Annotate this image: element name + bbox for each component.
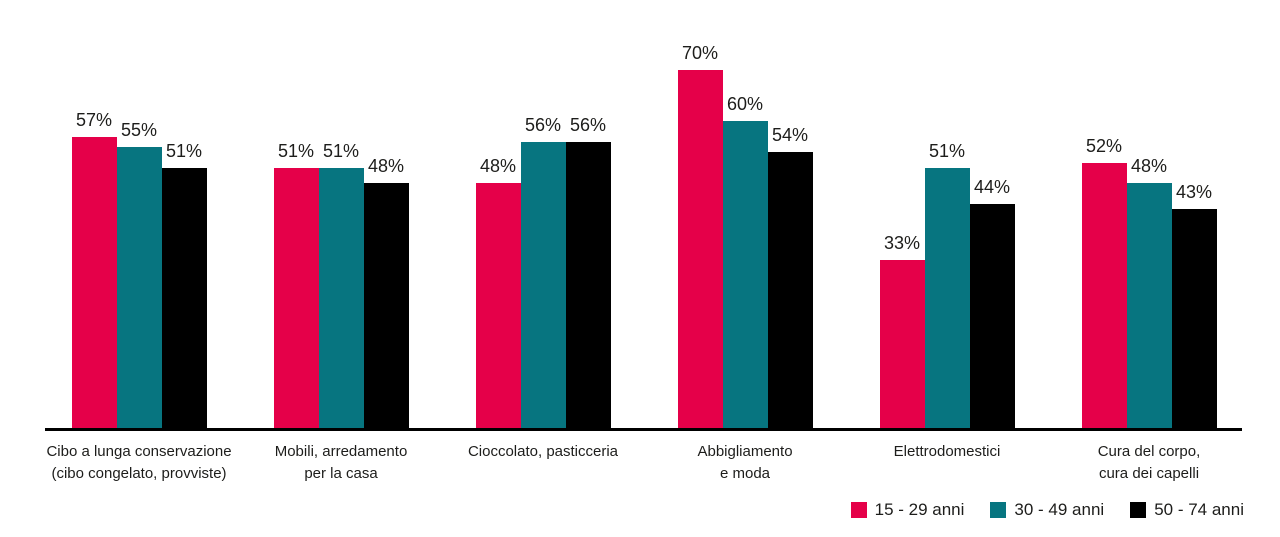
value-label: 52% xyxy=(1085,136,1123,156)
bar: 52% xyxy=(1081,137,1127,430)
bar: 56% xyxy=(520,116,566,430)
bar: 48% xyxy=(475,157,521,430)
category-label: Cioccolato, pasticceria xyxy=(467,443,619,460)
bar: 70% xyxy=(677,44,723,430)
legend-item: 50 - 74 anni xyxy=(1130,500,1244,520)
category-group: 51% 51% 48% xyxy=(240,0,442,430)
legend-swatch-icon xyxy=(850,502,867,518)
bar: 55% xyxy=(116,121,162,430)
value-label: 43% xyxy=(1175,182,1213,202)
value-label: 51% xyxy=(277,141,315,161)
category-group: 52% 48% 43% xyxy=(1048,0,1250,430)
category-group: 33% 51% 44% xyxy=(846,0,1048,430)
category-label: Elettrodomestici xyxy=(893,443,1001,460)
legend-label: 30 - 49 anni xyxy=(1014,500,1105,519)
bar: 51% xyxy=(924,142,970,430)
legend-swatch-icon xyxy=(1130,502,1147,518)
category-group: 70% 60% 54% xyxy=(644,0,846,430)
value-label: 48% xyxy=(1130,156,1168,176)
value-label: 55% xyxy=(120,120,158,140)
bar: 51% xyxy=(161,142,207,430)
value-label: 56% xyxy=(569,115,607,135)
category-label: Cura del corpo, cura dei capelli xyxy=(1097,443,1201,482)
category-label: Abbigliamento e moda xyxy=(697,443,793,482)
bar: 43% xyxy=(1171,183,1217,430)
value-label: 48% xyxy=(479,156,517,176)
bar: 48% xyxy=(1126,157,1172,430)
x-axis-line xyxy=(45,428,1242,431)
value-label: 48% xyxy=(367,156,405,176)
value-label: 33% xyxy=(883,233,921,253)
legend-item: 15 - 29 anni xyxy=(850,500,965,520)
bar: 56% xyxy=(565,116,611,430)
category-group: 48% 56% 56% xyxy=(442,0,644,430)
value-label: 51% xyxy=(165,141,203,161)
value-label: 51% xyxy=(322,141,360,161)
value-label: 54% xyxy=(771,125,809,145)
value-label: 70% xyxy=(681,43,719,63)
bar: 51% xyxy=(273,142,319,430)
legend-label: 50 - 74 anni xyxy=(1154,500,1244,519)
legend: 15 - 29 anni 30 - 49 anni 50 - 74 anni xyxy=(850,500,1244,520)
category-label: Mobili, arredamento per la casa xyxy=(274,443,408,482)
value-label: 56% xyxy=(524,115,562,135)
bar: 44% xyxy=(969,178,1015,430)
legend-item: 30 - 49 anni xyxy=(990,500,1104,520)
category-label: Cibo a lunga conservazione (cibo congela… xyxy=(46,443,232,482)
value-label: 57% xyxy=(75,110,113,130)
value-label: 44% xyxy=(973,177,1011,197)
category-group: 57% 55% 51% xyxy=(38,0,240,430)
legend-label: 15 - 29 anni xyxy=(874,500,965,519)
value-label: 60% xyxy=(726,94,764,114)
value-label: 51% xyxy=(928,141,966,161)
bar: 57% xyxy=(71,111,117,430)
legend-swatch-icon xyxy=(990,502,1007,518)
bar: 54% xyxy=(767,126,813,430)
bar: 60% xyxy=(722,95,768,430)
bar: 33% xyxy=(879,234,925,430)
bar: 48% xyxy=(363,157,409,430)
bar: 51% xyxy=(318,142,364,430)
